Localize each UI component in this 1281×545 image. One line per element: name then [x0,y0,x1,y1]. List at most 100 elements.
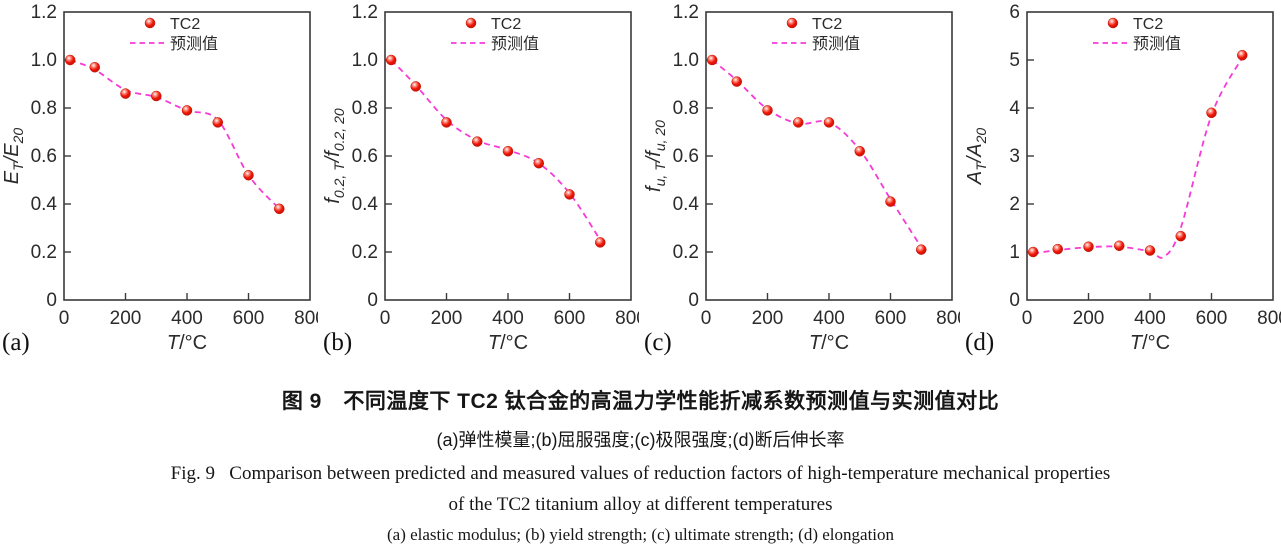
data-point [151,90,162,102]
data-point [212,117,223,128]
x-axis-label: T/°C [488,332,528,354]
x-tick-label: 600 [875,308,907,329]
panel-label: (c) [644,329,672,356]
y-axis-label: fu, T/fu, 20 [643,120,668,192]
chart-panel-c-ultimate-strength: 0 200 400 600 800 0 0.2 0.4 0.6 0.8 1.0 1.2 T/°C fu, … [642,0,968,365]
data-point [120,88,131,99]
y-tick-label: 5 [1009,50,1020,71]
caption-chinese-subtitle: (a)弹性模量;(b)屈服强度;(c)极限强度;(d)断后伸长率 [436,430,845,450]
data-point [916,244,927,255]
y-tick-label: 0.4 [352,194,379,215]
legend-measured-label: TC2 [170,16,200,33]
chart-d-elongation: 0 200 400 600 800 0 1 2 3 4 5 6 T/°C AT/A20 TC2 预测值 (d) [964,2,1281,356]
data-point [441,117,452,128]
x-tick-label: 600 [554,308,586,329]
legend-measured-marker-icon [786,17,798,29]
y-tick-label: 0.4 [31,194,58,215]
x-tick-label: 0 [1022,308,1033,329]
y-axis-label: f0.2, T/f0.2, 20 [322,108,347,204]
data-point [595,237,606,248]
x-tick-label: 200 [431,308,463,329]
x-tick-label: 800 [615,308,639,329]
legend-measured-marker-icon [465,17,477,29]
y-tick-label: 1 [1009,242,1020,263]
figure-caption: 图 9 不同温度下 TC2 钛合金的高温力学性能折减系数预测值与实测值对比 (a… [0,385,1281,545]
charts-row: 020040060080000.20.40.60.81.01.2T/°CET/E… [1,0,1281,365]
legend-measured-marker-icon [1107,17,1119,29]
x-tick-label: 600 [1196,308,1228,329]
data-point [533,157,544,169]
data-point [1083,241,1094,252]
chart-panel-b-yield-strength: 0 200 400 600 800 0 0.2 0.4 0.6 0.8 1.0 1.2 T/°C f0.2… [321,0,647,365]
predicted-curve [69,59,280,210]
data-point [885,196,896,207]
data-point [1052,243,1063,255]
data-point [1206,107,1217,119]
data-point [1175,230,1186,242]
y-tick-label: 0.4 [673,194,700,215]
data-point [1114,240,1125,252]
y-tick-label: 0 [688,290,699,311]
legend-predicted-label: 预测值 [812,35,860,53]
x-tick-label: 0 [380,308,391,329]
legend-predicted-label: 预测值 [491,35,539,53]
x-tick-label: 0 [59,308,70,329]
data-point [1237,49,1248,61]
legend-measured-label: TC2 [812,16,842,33]
panel-label: (a) [2,329,30,356]
x-axis-label: T/°C [809,332,849,354]
y-axis-label: ET/E20 [1,128,26,185]
x-tick-label: 400 [1134,308,1166,329]
predicted-curve [711,59,923,248]
data-point [64,54,76,66]
plot-frame [63,11,311,301]
predicted-curve [1033,57,1244,259]
panel-label: (b) [323,329,352,356]
data-point [89,61,100,73]
y-tick-label: 0.2 [31,242,57,263]
x-tick-label: 200 [752,308,784,329]
data-point [1144,245,1156,256]
y-tick-label: 0 [46,290,57,311]
x-tick-label: 600 [233,308,265,329]
x-tick-label: 200 [110,308,142,329]
y-axis-label: AT/A20 [964,128,989,186]
y-tick-label: 4 [1009,98,1020,119]
data-point [385,54,397,66]
data-point [410,81,421,92]
panel-label: (d) [965,329,994,356]
data-point [762,105,773,116]
y-tick-label: 1.2 [31,2,57,23]
y-tick-label: 1.0 [352,50,378,71]
y-tick-label: 6 [1009,2,1020,23]
y-tick-label: 0.8 [352,98,378,119]
x-axis-label: T/°C [1130,332,1170,354]
data-point [793,117,804,128]
y-tick-label: 0.8 [31,98,57,119]
data-point [274,203,285,215]
y-tick-label: 0 [367,290,378,311]
legend-predicted-label: 预测值 [170,35,218,53]
x-tick-label: 400 [492,308,524,329]
y-tick-label: 1.0 [673,50,699,71]
data-point [181,105,193,116]
data-point [243,169,254,181]
y-tick-label: 0.8 [673,98,699,119]
y-tick-label: 1.0 [31,50,57,71]
data-point [706,54,718,66]
y-tick-label: 0.6 [352,146,378,167]
caption-english-title-1: Fig. 9 Comparison between predicted and … [170,463,1111,484]
legend-measured-label: TC2 [1133,16,1163,33]
x-tick-label: 800 [294,308,318,329]
chart-b-yield-strength: 0 200 400 600 800 0 0.2 0.4 0.6 0.8 1.0 1.2 T/°C f0.2… [322,2,647,356]
y-tick-label: 1.2 [352,2,378,23]
chart-a-elastic-modulus: 0 200 400 600 800 0 0.2 0.4 0.6 0.8 1.0 1.2 T/°C ET/E… [1,2,326,356]
y-tick-label: 0 [1009,290,1020,311]
caption-english-title-2: of the TC2 titanium alloy at different t… [448,494,833,515]
predicted-curve [390,59,602,241]
x-tick-label: 400 [171,308,203,329]
plot-frame [705,11,953,301]
x-tick-label: 800 [936,308,960,329]
x-tick-label: 400 [813,308,845,329]
